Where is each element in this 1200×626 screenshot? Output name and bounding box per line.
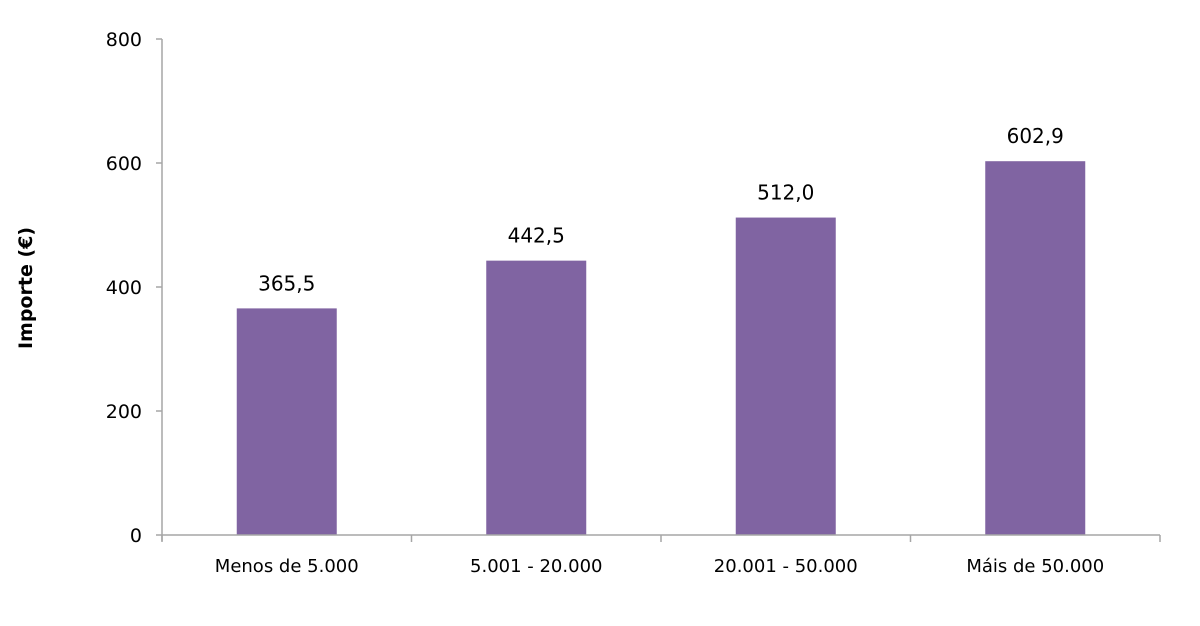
y-axis-label: Importe (€)	[15, 227, 37, 349]
labels: 365,5 Menos de 5.000 442,5 5.001 - 20.000 51…	[106, 29, 1104, 577]
data-label: 442,5	[508, 224, 565, 248]
y-tick-label: 0	[130, 525, 142, 547]
x-tick-label: 5.001 - 20.000	[470, 556, 602, 577]
x-tick-label: Menos de 5.000	[215, 556, 359, 577]
x-tick-label: Máis de 50.000	[966, 556, 1104, 577]
bar	[985, 161, 1086, 535]
y-tick-label: 800	[106, 29, 142, 51]
data-label: 365,5	[258, 271, 315, 295]
x-tick-label: 20.001 - 50.000	[714, 556, 858, 577]
y-tick-label: 400	[106, 277, 142, 299]
data-label: 602,9	[1007, 124, 1064, 148]
data-label: 512,0	[757, 181, 814, 205]
axes	[156, 38, 1161, 542]
bar	[486, 260, 587, 535]
bars	[236, 161, 1086, 535]
bar	[735, 217, 836, 535]
bar	[236, 308, 337, 535]
y-tick-label: 600	[106, 153, 142, 175]
y-tick-label: 200	[106, 401, 142, 423]
